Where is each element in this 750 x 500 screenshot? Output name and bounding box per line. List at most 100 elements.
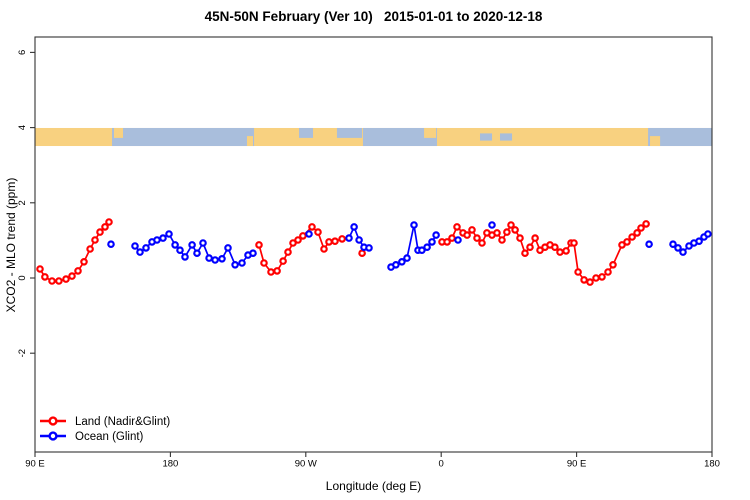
data-point [592, 274, 600, 282]
data-point [398, 257, 406, 266]
data-point [36, 265, 44, 273]
data-point [695, 237, 703, 246]
data-point [574, 268, 582, 276]
data-point [136, 248, 144, 256]
x-axis-title: Longitude (deg E) [325, 479, 422, 493]
data-point [418, 246, 426, 255]
data-point [199, 239, 207, 247]
x-tick-label: 0 [439, 459, 444, 470]
data-point [96, 228, 104, 236]
data-point [176, 246, 184, 255]
data-point [218, 254, 226, 263]
map-strip-lake [336, 127, 363, 138]
map-strip-ocean-segment [648, 127, 712, 147]
data-point [255, 241, 263, 249]
data-point [551, 243, 559, 252]
data-point [628, 233, 636, 241]
map-strip-ocean-segment [362, 127, 437, 147]
data-point [211, 256, 219, 264]
map-strip-lake [480, 133, 493, 141]
data-point [350, 223, 358, 231]
data-point [249, 249, 257, 258]
data-point [308, 223, 316, 231]
data-point [488, 221, 496, 229]
data-point [279, 257, 287, 265]
data-point [463, 231, 471, 239]
data-point [165, 230, 173, 238]
data-point [314, 228, 322, 236]
y-axis-title: XCO2 - MLO trend (ppm) [4, 177, 18, 313]
data-point [478, 239, 486, 247]
data-point [358, 249, 366, 258]
data-point [294, 236, 302, 244]
data-point [454, 236, 462, 244]
data-point [598, 273, 606, 281]
data-point [503, 228, 511, 236]
data-point [171, 241, 179, 249]
data-point [62, 275, 70, 283]
map-strip-island [650, 136, 661, 147]
map-strip-island [424, 127, 437, 138]
data-point [193, 249, 201, 258]
land-ocean-map-strip [35, 127, 712, 147]
data-point [55, 277, 63, 285]
data-point [609, 260, 617, 269]
data-point [159, 234, 167, 242]
data-point [570, 239, 578, 247]
data-point [188, 241, 196, 249]
x-tick-label: 180 [162, 459, 178, 470]
data-point [284, 248, 292, 256]
data-point [238, 259, 246, 267]
legend-label: Ocean (Glint) [75, 431, 144, 443]
data-point [410, 221, 418, 229]
x-tick-label: 180 [704, 459, 720, 470]
data-point [637, 224, 645, 232]
y-tick-label: 2 [17, 200, 28, 205]
map-strip-island [246, 136, 253, 147]
data-point [704, 230, 712, 238]
legend: Land (Nadir&Glint) Ocean (Glint) [40, 416, 170, 443]
data-point [107, 240, 115, 249]
data-point [448, 234, 456, 242]
data-point [86, 245, 94, 253]
data-point [428, 238, 436, 246]
x-tick-label: 90 E [25, 459, 45, 470]
y-tick-label: 4 [17, 125, 28, 130]
data-point [669, 240, 677, 249]
x-tick-label: 90 W [295, 459, 317, 470]
data-point [91, 236, 99, 244]
data-point [516, 234, 524, 242]
y-tick-label: -2 [17, 349, 28, 357]
data-point [338, 235, 346, 243]
legend-marker [48, 431, 58, 441]
data-point [153, 236, 161, 244]
data-point [645, 240, 653, 249]
data-point [423, 243, 431, 252]
data-point [453, 223, 461, 231]
legend-marker [48, 416, 58, 426]
data-point [68, 272, 76, 280]
data-point [493, 229, 501, 237]
data-point [432, 231, 440, 239]
data-point [325, 238, 333, 246]
y-axis: 6 4 2 0 -2 [17, 50, 35, 357]
data-point [142, 244, 150, 252]
data-point [498, 236, 506, 244]
data-point [231, 260, 239, 269]
data-point [331, 237, 339, 246]
data-point [224, 244, 232, 252]
data-point [562, 247, 570, 255]
data-point [80, 257, 88, 266]
data-point [273, 267, 281, 275]
data-point [305, 230, 313, 238]
data-point [556, 248, 564, 256]
y-tick-label: 6 [17, 50, 28, 55]
data-point [392, 260, 400, 269]
data-point [580, 276, 588, 284]
data-point [473, 234, 481, 242]
data-point [443, 238, 451, 246]
data-point [674, 244, 682, 252]
data-point [586, 278, 594, 286]
